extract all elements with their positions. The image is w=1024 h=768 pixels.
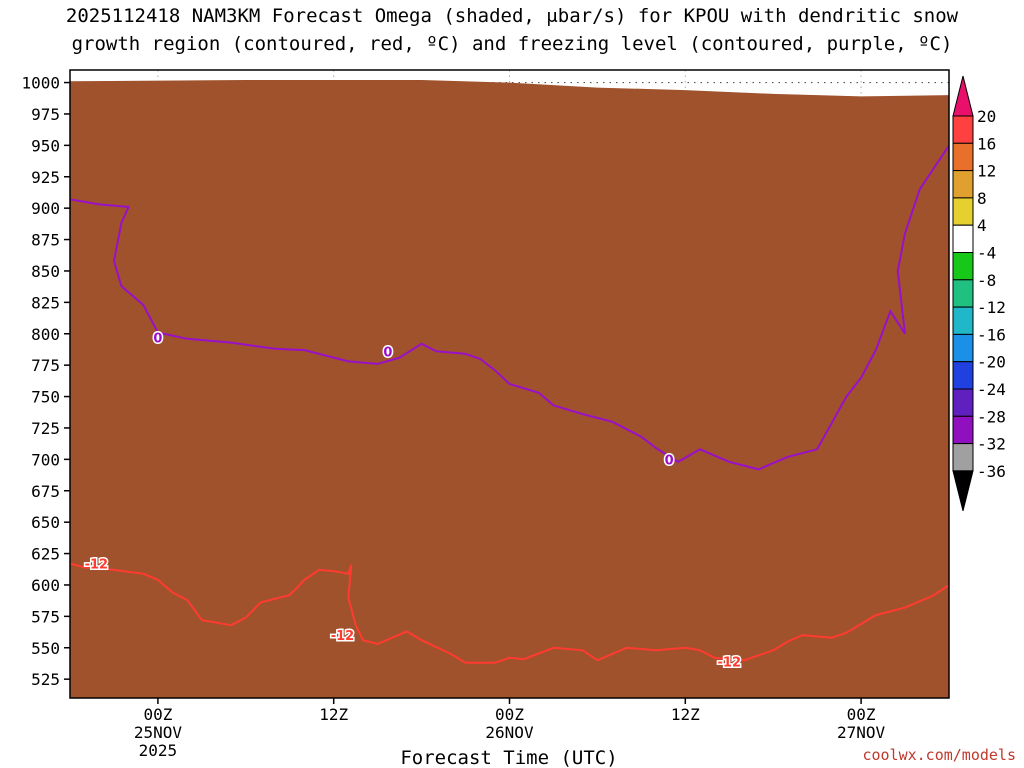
x-tick-label: 00Z	[495, 705, 524, 724]
colorbar-swatch-8	[952, 333, 974, 363]
y-tick-label-1000: 1000	[21, 74, 60, 93]
y-tick-label-750: 750	[31, 388, 60, 407]
y-tick-label-875: 875	[31, 231, 60, 250]
y-tick-label-600: 600	[31, 576, 60, 595]
y-tick-label-550: 550	[31, 639, 60, 658]
y-tick-label-925: 925	[31, 168, 60, 187]
y-tick-label-900: 900	[31, 199, 60, 218]
freezing-contour-label: 0	[665, 453, 674, 468]
freezing-contour-label: 0	[383, 345, 392, 360]
colorbar: 20 16 12 8 4 -4 -8 -12 -16 -20 -24 -28 -32 -36	[952, 75, 1006, 512]
dgz-contour-label: -12	[718, 656, 742, 671]
credit-text: coolwx.com/models	[862, 746, 1016, 764]
below-ground-fill	[70, 80, 949, 698]
colorbar-level-label: -20	[977, 353, 1006, 372]
y-tick-label-575: 575	[31, 607, 60, 626]
dgz-contour-label: -12	[85, 558, 109, 573]
x-tick-label: 12Z	[319, 705, 348, 724]
freezing-level-contour-0c	[70, 144, 949, 471]
colorbar-level-label: -4	[977, 244, 996, 263]
y-tick-label-525: 525	[31, 670, 60, 689]
colorbar-swatch-3	[952, 197, 974, 226]
freezing-contour-label: 0	[153, 332, 162, 347]
colorbar-swatch-4	[952, 224, 974, 253]
colorbar-level-label: -32	[977, 435, 1006, 454]
colorbar-level-label: 12	[977, 162, 996, 181]
colorbar-level-label: 8	[977, 189, 987, 208]
colorbar-level-label: -16	[977, 325, 1006, 344]
colorbar-swatch-6	[952, 279, 974, 308]
colorbar-swatch-9	[952, 361, 974, 390]
x-tick-label: 26NOV	[485, 723, 534, 742]
contours: -12 -12 -12 0 0 0	[70, 144, 949, 672]
x-tick-label: 25NOV	[134, 723, 183, 742]
colorbar-level-label: -8	[977, 271, 996, 290]
colorbar-level-label: -12	[977, 298, 1006, 317]
colorbar-bottom-arrow	[952, 470, 974, 512]
dgz-contour-label: -12	[331, 629, 355, 644]
colorbar-swatch-2	[952, 170, 974, 199]
pressure-axis: 525 550 575 600 625 650 675 700 725 750 775 800 825 8…	[21, 74, 70, 689]
x-tick-label: 00Z	[847, 705, 876, 724]
colorbar-swatch-5	[952, 252, 974, 281]
x-tick-label: 2025	[139, 741, 178, 760]
y-tick-label-825: 825	[31, 293, 60, 312]
colorbar-swatch-1	[952, 142, 974, 172]
colorbar-level-label: 20	[977, 107, 996, 126]
y-tick-label-650: 650	[31, 513, 60, 532]
colorbar-swatch-7	[952, 306, 974, 335]
colorbar-swatch-10	[952, 388, 974, 417]
chart-title-line1: 2025112418 NAM3KM Forecast Omega (shaded…	[66, 5, 959, 27]
y-tick-label-975: 975	[31, 105, 60, 124]
colorbar-level-label: -36	[977, 462, 1006, 481]
y-tick-label-775: 775	[31, 356, 60, 375]
y-tick-label-800: 800	[31, 325, 60, 344]
colorbar-swatch-0	[952, 115, 974, 144]
y-tick-label-700: 700	[31, 450, 60, 469]
x-axis-label: Forecast Time (UTC)	[400, 747, 617, 768]
y-tick-label-850: 850	[31, 262, 60, 281]
y-tick-label-675: 675	[31, 482, 60, 501]
colorbar-level-label: 16	[977, 134, 996, 153]
x-tick-label: 12Z	[671, 705, 700, 724]
below-ground-region	[70, 80, 949, 698]
y-tick-label-725: 725	[31, 419, 60, 438]
colorbar-top-arrow	[952, 75, 974, 117]
colorbar-swatch-11	[952, 415, 974, 445]
colorbar-level-label: -28	[977, 407, 1006, 426]
chart-title-line2: growth region (contoured, red, ºC) and f…	[72, 33, 953, 55]
x-tick-label: 27NOV	[837, 723, 886, 742]
colorbar-level-label: -24	[977, 380, 1006, 399]
dgz-contour-minus12	[70, 562, 949, 664]
x-tick-label: 00Z	[143, 705, 172, 724]
y-tick-label-950: 950	[31, 136, 60, 155]
y-tick-label-625: 625	[31, 545, 60, 564]
colorbar-swatch-12	[952, 443, 974, 472]
colorbar-level-label: 4	[977, 216, 987, 235]
